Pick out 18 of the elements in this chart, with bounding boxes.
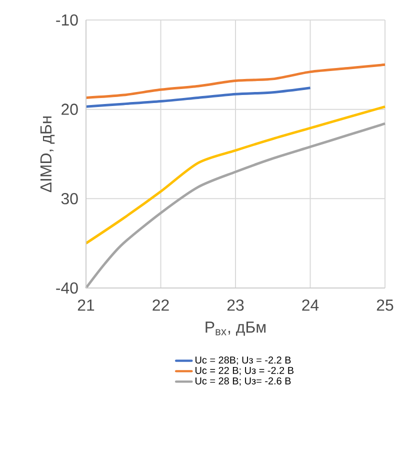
line-series [84, 63, 386, 99]
legend-label: Uс = 28В; Uз = -2.2 В [196, 356, 291, 365]
x-axis-title: P$_{вх}$, дБм [206, 322, 266, 336]
y-tick-label: -40 [56, 282, 78, 294]
x-tick-label: 25 [376, 300, 394, 311]
y-tick-label: -10 [56, 14, 78, 26]
y-axis-title: ΔIMD, дБн [40, 116, 55, 192]
legend-label: Uс = 22 В; Uз = -2.2 В [196, 366, 294, 376]
line-series [84, 86, 312, 108]
line-series [84, 122, 386, 290]
x-tick-label: 24 [302, 300, 319, 311]
legend-label: Uс = 28 В; Uз= -2.6 В [196, 377, 291, 386]
x-tick-label: 22 [152, 300, 169, 311]
line-series [84, 105, 386, 245]
y-tick-label: 20 [62, 104, 78, 115]
x-tick-label: 21 [78, 300, 94, 311]
y-tick-label: 30 [61, 193, 78, 204]
x-tick-label: 23 [227, 300, 244, 311]
